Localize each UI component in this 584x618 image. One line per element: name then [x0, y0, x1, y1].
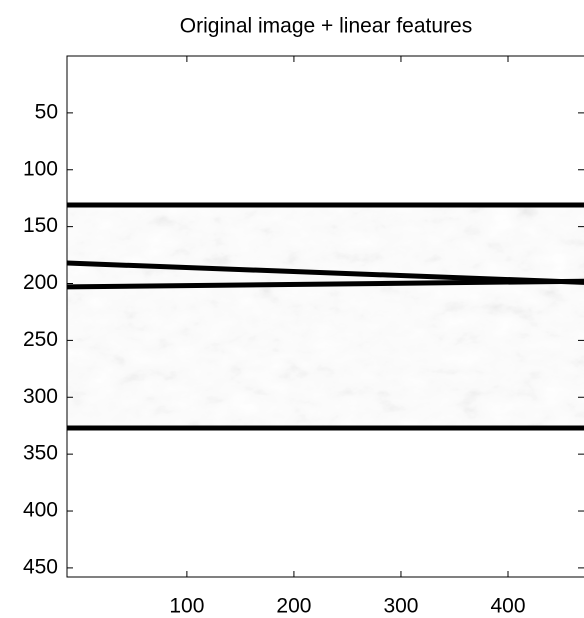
- y-tick-label: 50: [35, 100, 58, 123]
- y-tick-label: 150: [23, 214, 58, 237]
- x-tick-label: 400: [490, 595, 525, 618]
- y-tick-label: 450: [23, 555, 58, 578]
- y-tick-label: 200: [23, 271, 58, 294]
- y-tick-label: 250: [23, 328, 58, 351]
- x-tick-label: 100: [169, 595, 204, 618]
- y-tick-label: 400: [23, 499, 58, 522]
- x-tick-label: 200: [276, 595, 311, 618]
- y-tick-label: 300: [23, 385, 58, 408]
- chart: Original image + linear features 100 200 3…: [0, 0, 584, 618]
- x-tick-label: 300: [383, 595, 418, 618]
- chart-title: Original image + linear features: [180, 15, 472, 38]
- plot-area: [67, 204, 584, 429]
- y-tick-label: 350: [23, 442, 58, 465]
- y-tick-label: 100: [23, 157, 58, 180]
- image: [67, 204, 584, 429]
